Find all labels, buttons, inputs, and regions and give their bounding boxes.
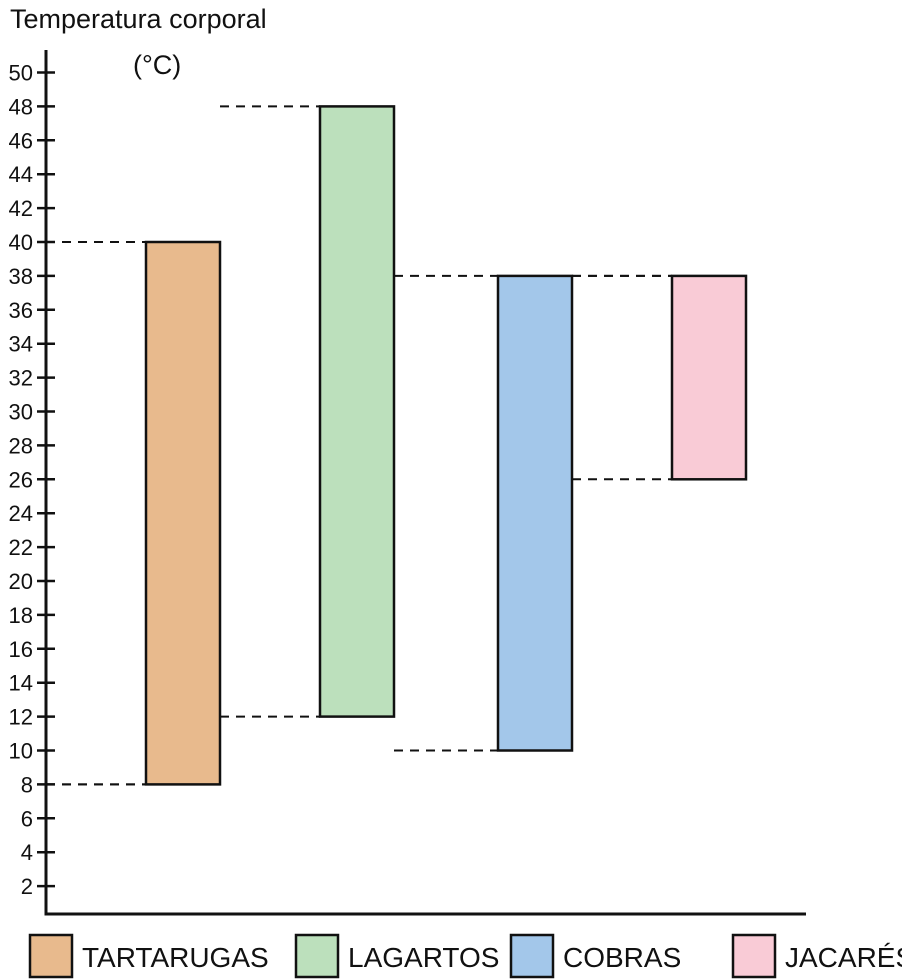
legend-swatch-lagartos bbox=[294, 933, 340, 979]
y-tick-label: 32 bbox=[9, 366, 33, 391]
y-tick-label: 14 bbox=[9, 671, 33, 696]
y-axis-title: Temperatura corporal bbox=[10, 4, 267, 34]
y-tick-label: 20 bbox=[9, 569, 33, 594]
axes bbox=[44, 50, 806, 916]
legend-swatch-jacarés bbox=[731, 933, 777, 979]
y-tick-label: 46 bbox=[9, 128, 33, 153]
y-tick-label: 6 bbox=[21, 806, 33, 831]
y-tick-label: 42 bbox=[9, 196, 33, 221]
y-tick-label: 24 bbox=[9, 501, 33, 526]
y-tick-label: 30 bbox=[9, 400, 33, 425]
y-tick-label: 44 bbox=[9, 162, 33, 187]
y-tick-label: 26 bbox=[9, 467, 33, 492]
y-tick-label: 12 bbox=[9, 705, 33, 730]
legend-swatch-tartarugas bbox=[28, 933, 74, 979]
legend-label-jacarés: JACARÉS bbox=[785, 942, 902, 973]
legend-swatch-cobras bbox=[509, 933, 555, 979]
range-bar-tartarugas bbox=[144, 240, 222, 786]
y-tick-label: 2 bbox=[21, 874, 33, 899]
y-tick-label: 16 bbox=[9, 637, 33, 662]
y-tick-label: 28 bbox=[9, 433, 33, 458]
y-axis-ticks: 2468101214161820222426283032343638404244… bbox=[9, 61, 55, 899]
y-tick-label: 8 bbox=[21, 772, 33, 797]
y-tick-label: 40 bbox=[9, 230, 33, 255]
y-tick-label: 50 bbox=[9, 61, 33, 86]
legend-label-cobras: COBRAS bbox=[563, 942, 681, 973]
range-bar-cobras bbox=[496, 274, 574, 752]
range-bar-jacarés bbox=[670, 274, 748, 481]
y-tick-label: 48 bbox=[9, 94, 33, 119]
y-tick-label: 18 bbox=[9, 603, 33, 628]
y-tick-label: 34 bbox=[9, 332, 33, 357]
range-bars bbox=[144, 105, 748, 786]
y-tick-label: 38 bbox=[9, 264, 33, 289]
legend: TARTARUGAS LAGARTOS COBRAS JACARÉS bbox=[28, 933, 902, 979]
y-tick-label: 10 bbox=[9, 739, 33, 764]
legend-label-lagartos: LAGARTOS bbox=[348, 942, 499, 973]
y-tick-label: 22 bbox=[9, 535, 33, 560]
reference-lines bbox=[46, 105, 672, 786]
y-tick-label: 4 bbox=[21, 840, 33, 865]
legend-label-tartarugas: TARTARUGAS bbox=[82, 942, 269, 973]
range-bar-lagartos bbox=[318, 105, 396, 718]
y-axis-unit: (°C) bbox=[133, 50, 181, 80]
y-tick-label: 36 bbox=[9, 298, 33, 323]
